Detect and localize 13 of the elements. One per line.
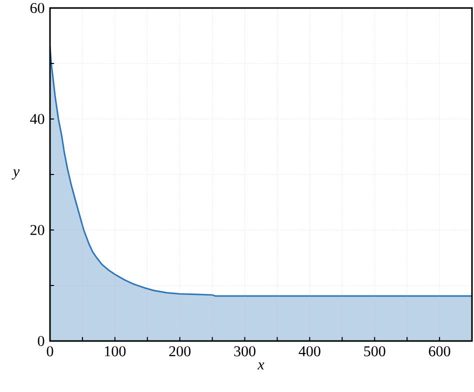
y-axis-title: y: [12, 169, 20, 180]
y-tick-label: 0: [38, 336, 44, 346]
x-tick-label: 500: [364, 346, 386, 356]
y-tick-label: 40: [30, 114, 44, 124]
x-tick-label: 200: [169, 346, 191, 356]
y-tick-label: 60: [30, 2, 44, 14]
x-tick-label: 300: [234, 346, 256, 356]
x-tick-label: 400: [298, 346, 320, 356]
x-tick-label: 0: [46, 346, 54, 356]
x-tick-label: 600: [428, 346, 450, 356]
y-tick-label: 20: [30, 224, 44, 236]
x-axis-title: x: [257, 362, 264, 370]
x-tick-label: 100: [104, 346, 126, 356]
